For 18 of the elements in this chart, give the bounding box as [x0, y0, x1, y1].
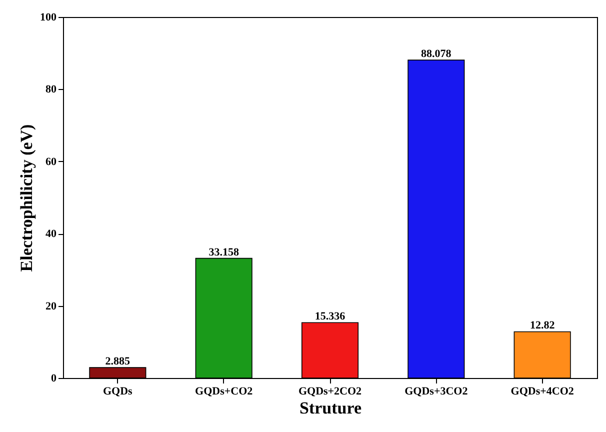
y-tick-label: 20: [46, 300, 57, 312]
x-tick-label: GQDs+CO2: [195, 386, 254, 398]
data-label: 12.82: [530, 320, 556, 332]
data-label: 88.078: [421, 48, 452, 60]
x-axis-title: Struture: [299, 398, 362, 418]
y-tick-label: 80: [46, 84, 57, 96]
data-label: 15.336: [314, 310, 346, 323]
y-tick-label: 0: [51, 372, 57, 384]
y-tick-label: 100: [40, 12, 57, 24]
x-tick-label: GQDs+4CO2: [510, 386, 574, 398]
x-tick-label: GQDs: [103, 386, 134, 398]
data-label: 2.885: [105, 356, 131, 368]
data-label: 33.158: [208, 246, 240, 258]
y-axis-title: Electrophilicity (eV): [17, 124, 36, 272]
y-tick-label: 60: [46, 156, 57, 168]
x-tick-label: GQDs+2CO2: [298, 386, 362, 398]
y-tick-label: 40: [46, 228, 57, 240]
x-tick-label: GQDs+3CO2: [404, 386, 468, 398]
